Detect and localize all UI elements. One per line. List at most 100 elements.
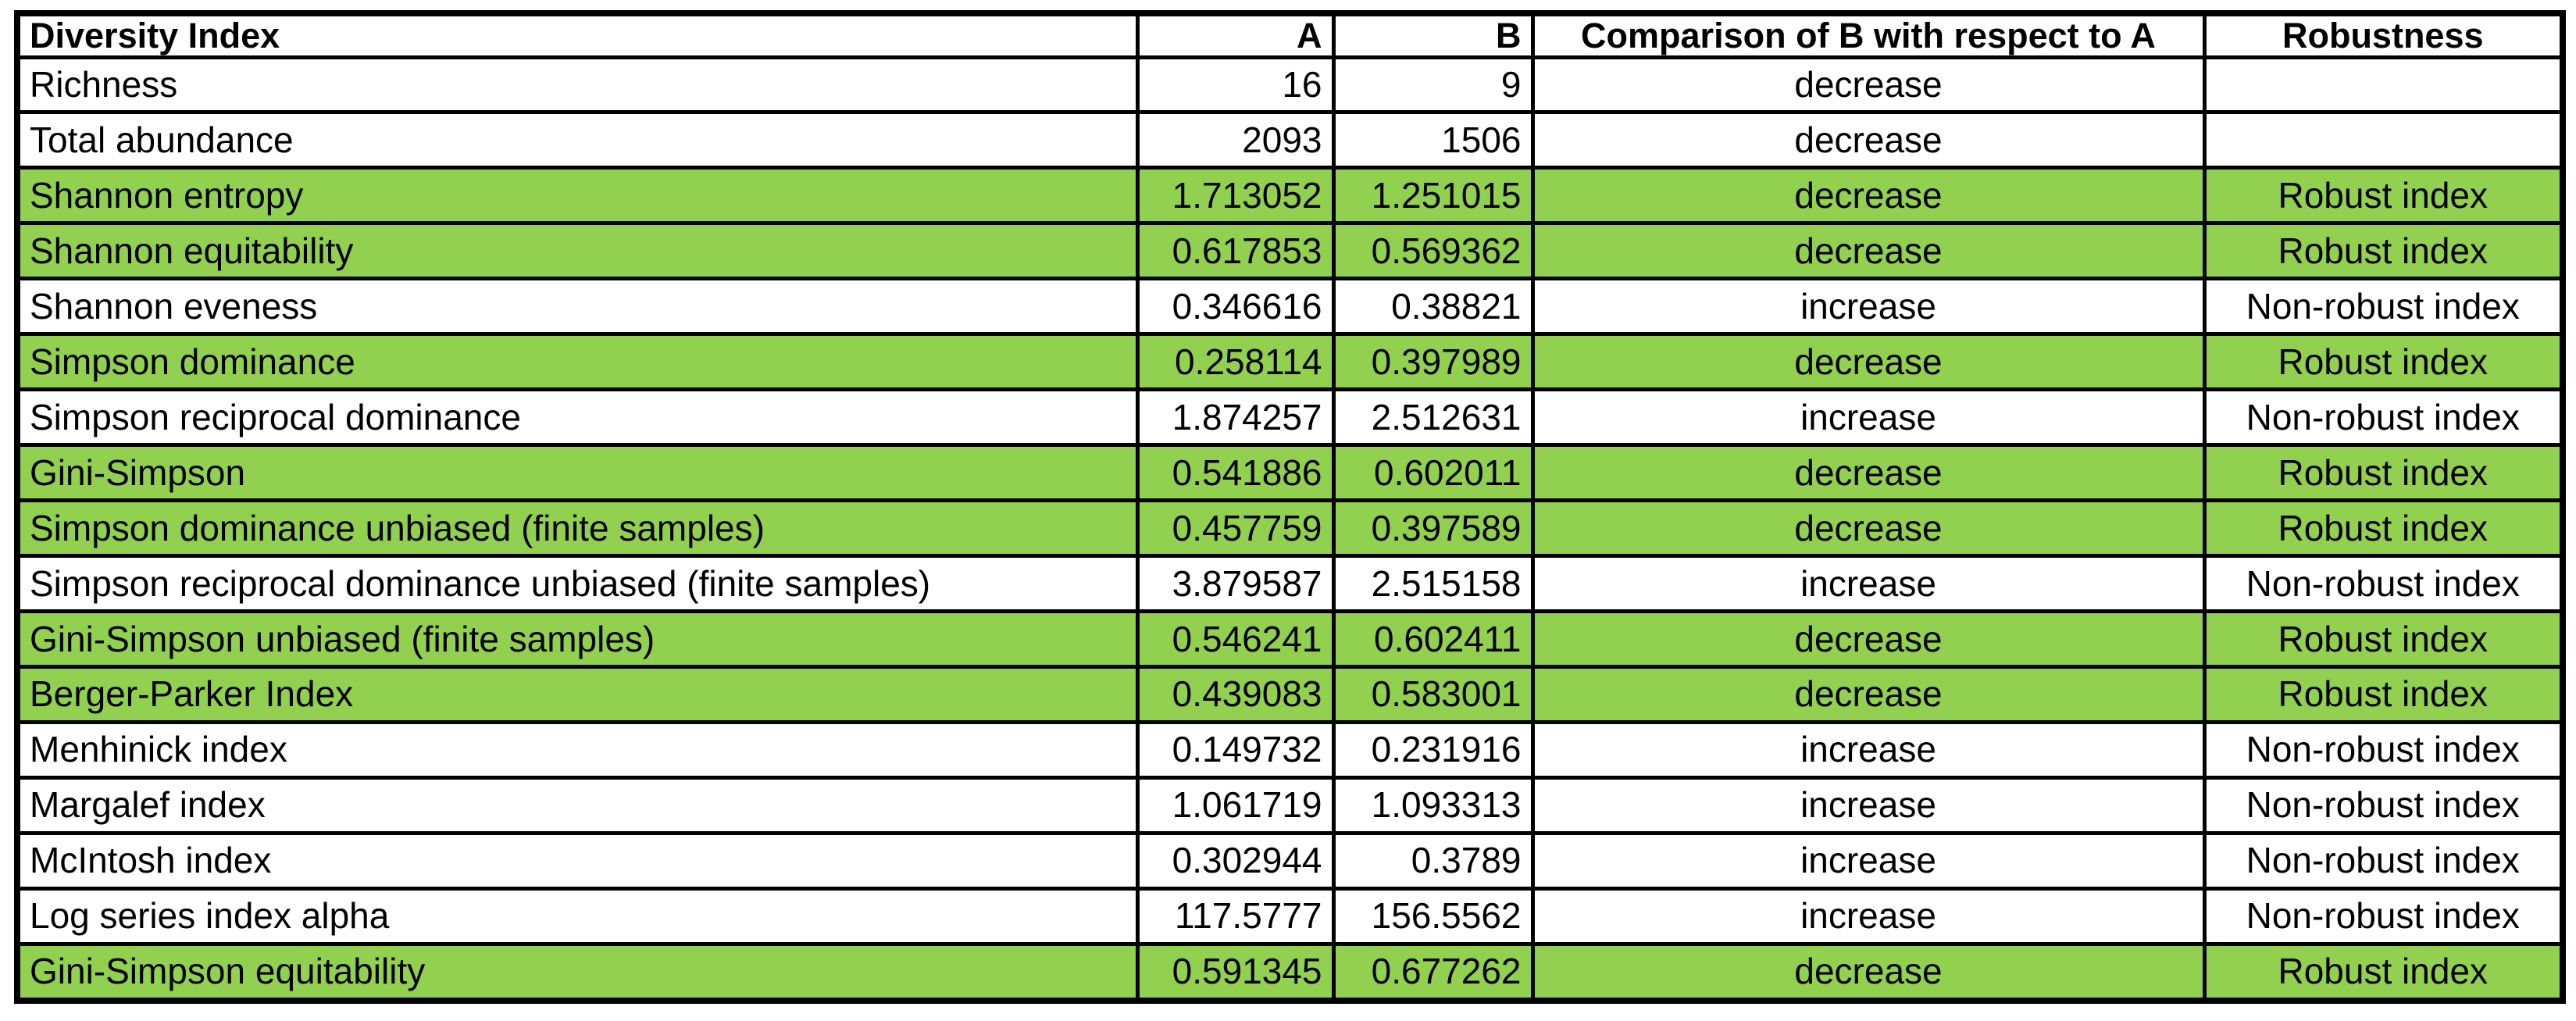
cell-comparison: increase: [1530, 553, 2207, 613]
cell-robustness: Non-robust index: [2202, 719, 2565, 780]
cell-diversity-index: Shannon entropy: [15, 166, 1140, 226]
cell-comparison: increase: [1530, 886, 2207, 946]
cell-a-value: 16: [1135, 55, 1336, 115]
table-row: Simpson dominance 0.258114 0.397989 decr…: [15, 332, 2565, 392]
cell-diversity-index: Total abundance: [15, 110, 1140, 170]
cell-diversity-index: Gini-Simpson unbiased (finite samples): [15, 609, 1140, 669]
cell-comparison: decrease: [1530, 443, 2207, 502]
cell-diversity-index: Berger-Parker Index: [15, 664, 1140, 724]
cell-b-value: 0.602011: [1331, 443, 1535, 502]
cell-b-value: 0.3789: [1331, 830, 1535, 891]
cell-diversity-index: Shannon eveness: [15, 277, 1140, 337]
table-row: Log series index alpha 117.5777 156.5562…: [15, 886, 2565, 946]
cell-comparison: decrease: [1530, 55, 2207, 115]
cell-b-value: 2.512631: [1331, 387, 1535, 448]
table-row: Shannon entropy 1.713052 1.251015 decrea…: [15, 166, 2565, 226]
cell-b-value: 2.515158: [1331, 553, 1535, 613]
cell-comparison: increase: [1530, 719, 2207, 780]
table-row: Gini-Simpson equitability 0.591345 0.677…: [15, 941, 2565, 1003]
cell-diversity-index: Simpson reciprocal dominance unbiased (f…: [15, 553, 1140, 613]
cell-diversity-index: Margalef index: [15, 775, 1140, 835]
cell-comparison: decrease: [1530, 110, 2207, 170]
cell-diversity-index: Simpson dominance unbiased (finite sampl…: [15, 498, 1140, 558]
cell-a-value: 0.457759: [1135, 498, 1336, 558]
cell-diversity-index: Simpson reciprocal dominance: [15, 387, 1140, 448]
cell-a-value: 0.439083: [1135, 664, 1336, 724]
cell-a-value: 117.5777: [1135, 886, 1336, 946]
cell-diversity-index: Simpson dominance: [15, 332, 1140, 392]
header-row: Diversity Index A B Comparison of B with…: [15, 11, 2565, 59]
cell-diversity-index: Shannon equitability: [15, 221, 1140, 281]
cell-b-value: 0.602411: [1331, 609, 1535, 669]
table-row: Shannon eveness 0.346616 0.38821 increas…: [15, 277, 2565, 337]
cell-robustness: Robust index: [2202, 609, 2565, 669]
diversity-index-table: Diversity Index A B Comparison of B with…: [14, 10, 2566, 1004]
header-b: B: [1331, 11, 1535, 59]
table-row: Simpson dominance unbiased (finite sampl…: [15, 498, 2565, 558]
table-row: Margalef index 1.061719 1.093313 increas…: [15, 775, 2565, 835]
cell-comparison: decrease: [1530, 498, 2207, 558]
cell-b-value: 1.093313: [1331, 775, 1535, 835]
cell-comparison: decrease: [1530, 221, 2207, 281]
cell-a-value: 2093: [1135, 110, 1336, 170]
cell-a-value: 1.713052: [1135, 166, 1336, 226]
table-body: Richness 16 9 decrease Total abundance 2…: [15, 55, 2565, 1003]
cell-diversity-index: Menhinick index: [15, 719, 1140, 780]
table-row: Total abundance 2093 1506 decrease: [15, 110, 2565, 170]
cell-diversity-index: McIntosh index: [15, 830, 1140, 891]
cell-b-value: 156.5562: [1331, 886, 1535, 946]
cell-b-value: 0.569362: [1331, 221, 1535, 281]
cell-robustness: Non-robust index: [2202, 775, 2565, 835]
cell-comparison: decrease: [1530, 664, 2207, 724]
cell-robustness: [2202, 110, 2565, 170]
cell-comparison: increase: [1530, 387, 2207, 448]
cell-robustness: Robust index: [2202, 498, 2565, 558]
table-row: Berger-Parker Index 0.439083 0.583001 de…: [15, 664, 2565, 724]
cell-a-value: 0.617853: [1135, 221, 1336, 281]
cell-diversity-index: Log series index alpha: [15, 886, 1140, 946]
cell-a-value: 0.546241: [1135, 609, 1336, 669]
cell-comparison: increase: [1530, 830, 2207, 891]
cell-b-value: 0.397589: [1331, 498, 1535, 558]
table-row: Shannon equitability 0.617853 0.569362 d…: [15, 221, 2565, 281]
cell-b-value: 0.397989: [1331, 332, 1535, 392]
cell-b-value: 9: [1331, 55, 1535, 115]
header-robustness: Robustness: [2202, 11, 2565, 59]
cell-robustness: Robust index: [2202, 332, 2565, 392]
cell-b-value: 0.583001: [1331, 664, 1535, 724]
cell-diversity-index: Gini-Simpson equitability: [15, 941, 1140, 1003]
cell-a-value: 0.346616: [1135, 277, 1336, 337]
cell-a-value: 0.258114: [1135, 332, 1336, 392]
cell-robustness: Non-robust index: [2202, 277, 2565, 337]
cell-robustness: Non-robust index: [2202, 830, 2565, 891]
cell-robustness: Robust index: [2202, 166, 2565, 226]
cell-robustness: Robust index: [2202, 664, 2565, 724]
cell-b-value: 1.251015: [1331, 166, 1535, 226]
cell-comparison: increase: [1530, 775, 2207, 835]
cell-diversity-index: Gini-Simpson: [15, 443, 1140, 502]
cell-robustness: Robust index: [2202, 941, 2565, 1003]
header-comparison: Comparison of B with respect to A: [1530, 11, 2207, 59]
cell-a-value: 1.061719: [1135, 775, 1336, 835]
cell-comparison: decrease: [1530, 941, 2207, 1003]
cell-comparison: increase: [1530, 277, 2207, 337]
cell-comparison: decrease: [1530, 609, 2207, 669]
table-row: Menhinick index 0.149732 0.231916 increa…: [15, 719, 2565, 780]
cell-a-value: 0.541886: [1135, 443, 1336, 502]
table-row: Gini-Simpson 0.541886 0.602011 decrease …: [15, 443, 2565, 502]
cell-a-value: 1.874257: [1135, 387, 1336, 448]
header-diversity-index: Diversity Index: [15, 11, 1140, 59]
cell-robustness: Non-robust index: [2202, 553, 2565, 613]
table-header: Diversity Index A B Comparison of B with…: [15, 11, 2565, 59]
cell-b-value: 0.677262: [1331, 941, 1535, 1003]
cell-a-value: 0.149732: [1135, 719, 1336, 780]
cell-robustness: Robust index: [2202, 221, 2565, 281]
header-a: A: [1135, 11, 1336, 59]
cell-robustness: [2202, 55, 2565, 115]
cell-a-value: 0.302944: [1135, 830, 1336, 891]
table-row: Richness 16 9 decrease: [15, 55, 2565, 115]
cell-comparison: decrease: [1530, 166, 2207, 226]
cell-robustness: Non-robust index: [2202, 886, 2565, 946]
table-row: Simpson reciprocal dominance unbiased (f…: [15, 553, 2565, 613]
